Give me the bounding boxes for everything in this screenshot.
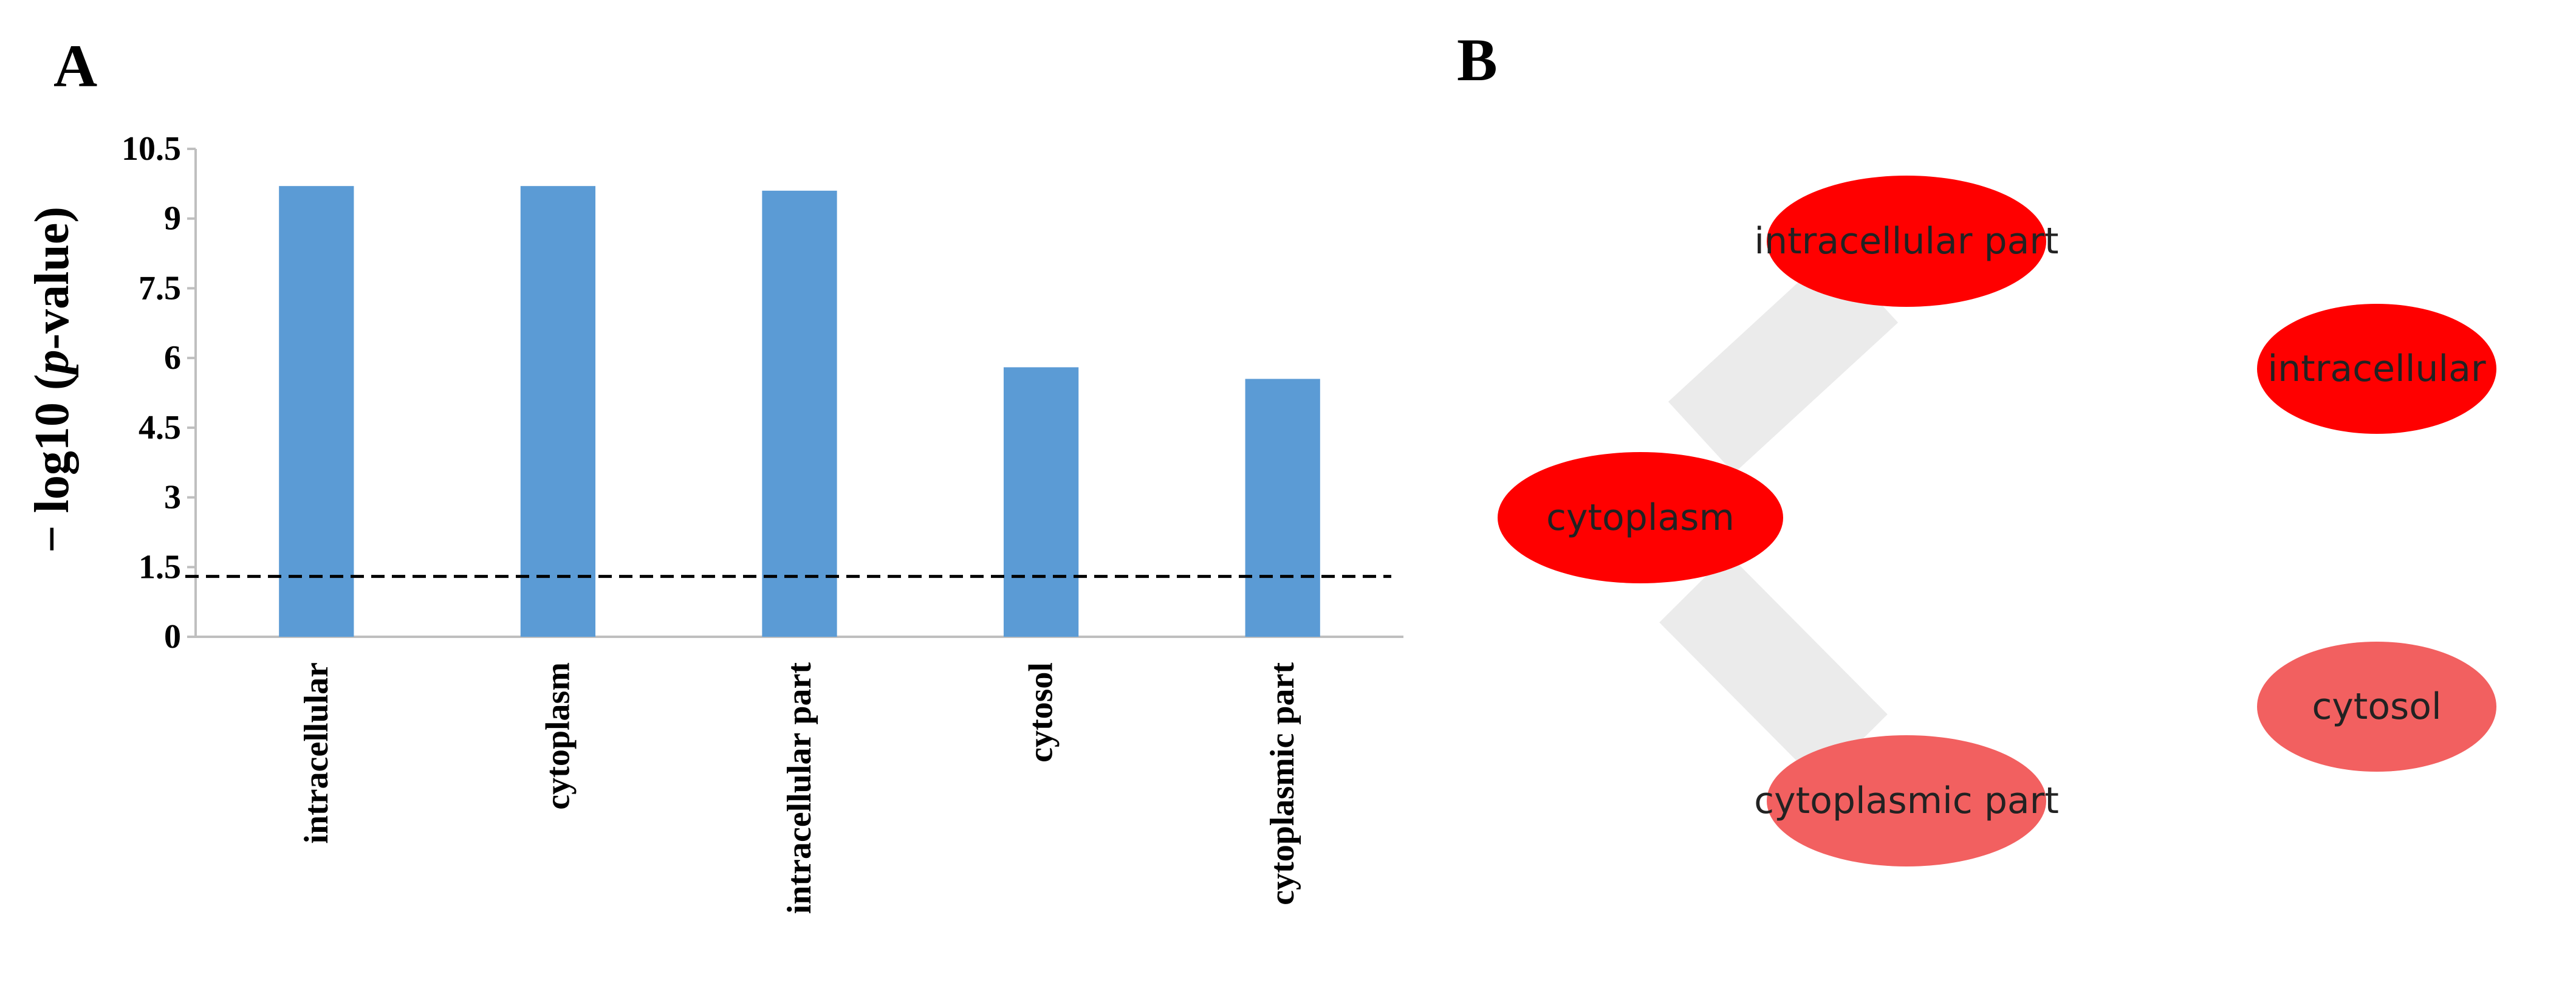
x-category-label: cytoplasm — [539, 662, 577, 810]
y-tick-label: 6 — [164, 339, 181, 377]
y-axis-label-prefix: − log10 ( — [26, 374, 79, 553]
bar — [520, 186, 596, 637]
node-intracellular — [2257, 304, 2496, 434]
node-label-intracellular-part: intracellular part — [1754, 220, 2058, 262]
y-ticks: 0 1.5 3 4.5 6 7.5 9 10.5 — [122, 130, 196, 656]
y-tick-label: 7.5 — [139, 269, 181, 307]
panel-a-letter: A — [53, 32, 97, 100]
network-nodes: intracellular part intracellular cytoplasm… — [1498, 176, 2496, 866]
bar — [1245, 379, 1320, 637]
panel-b-letter: B — [1457, 26, 1498, 94]
y-axis-label-italic: p — [26, 350, 79, 378]
node-label-intracellular: intracellular — [2267, 348, 2485, 390]
edge-cytoplasm-cytoplasmic-part — [1659, 554, 1888, 783]
y-tick-label: 3 — [164, 479, 181, 516]
network-edges — [1659, 251, 1899, 783]
y-tick-label: 10.5 — [122, 130, 181, 168]
node-cytoplasm — [1498, 452, 1783, 583]
y-tick-label: 1.5 — [139, 548, 181, 586]
panel-b-network: B intracellular part intracellular cytopla… — [1457, 26, 2496, 866]
node-label-cytoplasmic-part: cytoplasmic part — [1754, 780, 2059, 822]
x-category-label: cytoplasmic part — [1264, 662, 1301, 905]
panel-a-bar-chart: A − log10 (p-value) 0 1.5 3 4.5 6 7.5 9 10.5 in… — [26, 32, 1403, 914]
bars — [279, 186, 1320, 637]
y-tick-label: 0 — [164, 618, 181, 656]
edge-cytoplasm-intracellular-part — [1668, 251, 1899, 473]
bar — [762, 190, 837, 637]
x-category-label: cytosol — [1023, 662, 1060, 763]
bar — [279, 186, 354, 637]
x-category-label: intracellular part — [781, 662, 818, 914]
node-cytosol — [2257, 642, 2496, 772]
y-tick-label: 4.5 — [139, 409, 181, 447]
y-axis-label: − log10 (p-value) — [26, 207, 79, 553]
node-intracellular-part — [1767, 176, 2046, 307]
x-category-label: intracellular — [298, 662, 335, 844]
node-label-cytoplasm: cytoplasm — [1546, 496, 1735, 539]
node-label-cytosol: cytosol — [2312, 685, 2441, 728]
y-axis-label-suffix: -value) — [26, 207, 79, 350]
x-category-labels: intracellular cytoplasm intracellular part… — [298, 662, 1301, 914]
bar — [1003, 367, 1079, 637]
node-cytoplasmic-part — [1767, 735, 2046, 866]
y-tick-label: 9 — [164, 200, 181, 238]
